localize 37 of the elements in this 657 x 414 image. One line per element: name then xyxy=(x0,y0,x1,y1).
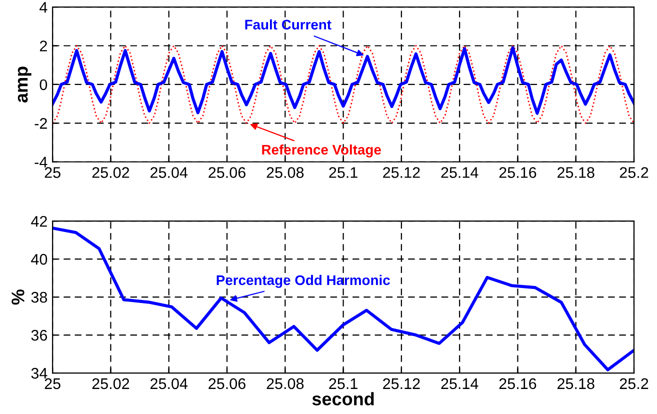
x-tick-label: 25.16 xyxy=(499,378,536,390)
x-tick-label: 25.18 xyxy=(558,167,594,178)
y-tick-label: 42 xyxy=(31,216,47,227)
x-tick-label: 25.08 xyxy=(266,378,304,390)
y-tick-label: 4 xyxy=(40,2,48,13)
x-tick-label: 25.2 xyxy=(620,378,648,390)
y-tick-label: 40 xyxy=(31,254,48,265)
x-tick-label: 25.04 xyxy=(150,378,188,390)
y-tick-label: 34 xyxy=(31,368,48,379)
y-tick-label: 2 xyxy=(40,40,47,52)
y-tick-label: 0 xyxy=(40,79,48,90)
x-tick-label: 25.02 xyxy=(92,167,130,178)
line-series xyxy=(52,226,634,372)
annotation: Reference Voltage xyxy=(262,144,381,158)
x-tick-label: 25.06 xyxy=(208,167,246,178)
x-tick-label: 25 xyxy=(44,167,60,178)
y-axis-title: % xyxy=(12,289,24,305)
y-axis-title: amp xyxy=(18,66,32,102)
x-tick-label: 25.18 xyxy=(558,378,594,390)
y-tick-label: 38 xyxy=(31,292,48,303)
y-tick-label: 36 xyxy=(31,330,48,341)
x-tick-label: 25.02 xyxy=(92,378,130,390)
x-axis-title: second xyxy=(312,392,374,406)
x-tick-label: 25.1 xyxy=(329,378,358,390)
x-tick-label: 25.12 xyxy=(383,378,420,390)
x-tick-label: 25.2 xyxy=(620,167,648,178)
x-tick-label: 25.08 xyxy=(266,167,304,178)
y-tick-label: -4 xyxy=(34,156,48,168)
x-tick-label: 25.04 xyxy=(150,167,188,178)
x-tick-label: 25.1 xyxy=(329,167,358,178)
y-tick-label: -2 xyxy=(34,118,47,129)
x-tick-label: 25.16 xyxy=(499,167,536,178)
x-tick-label: 25.14 xyxy=(441,378,478,390)
x-tick-label: 25 xyxy=(44,378,60,390)
x-tick-label: 25.06 xyxy=(208,378,246,390)
x-tick-label: 25.12 xyxy=(383,167,420,178)
x-tick-label: 25.14 xyxy=(441,167,478,178)
